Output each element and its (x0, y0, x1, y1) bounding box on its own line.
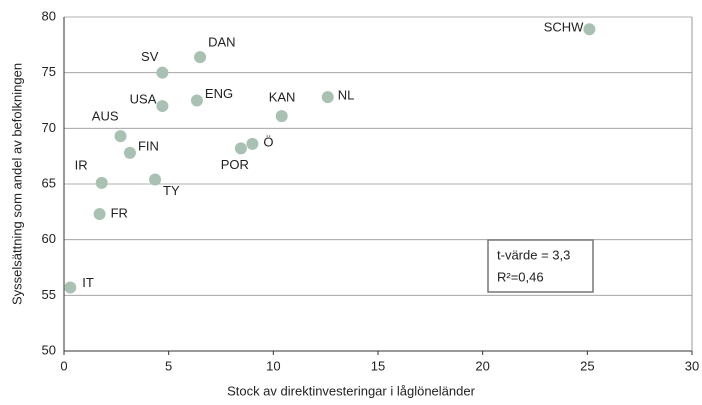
point (93, 208, 106, 221)
point-label: SCHW (544, 20, 584, 35)
point-label: IR (75, 157, 88, 172)
point (149, 173, 162, 186)
y-tick-label: 50 (42, 342, 56, 357)
point (123, 146, 136, 159)
point-label: FIN (138, 138, 159, 153)
point (583, 23, 596, 36)
point (64, 281, 77, 294)
y-tick-label: 60 (42, 231, 56, 246)
point (156, 66, 169, 79)
y-axis-label: Sysselsättning som andel av befolkningen (9, 63, 24, 305)
point-label: NL (338, 88, 355, 103)
x-tick-label: 30 (685, 358, 699, 373)
point (156, 100, 169, 113)
point (321, 91, 334, 104)
point-label: TY (163, 183, 180, 198)
annotation: t-värde = 3,3 (497, 247, 570, 262)
point-label: FR (111, 205, 128, 220)
point-label: SV (141, 49, 159, 64)
point-label: ENG (205, 86, 233, 101)
point-label: IT (82, 275, 94, 290)
y-tick-label: 55 (42, 287, 56, 302)
annotation: R²=0,46 (497, 269, 544, 284)
point-label: Ö (263, 134, 273, 149)
point-label: AUS (92, 109, 119, 124)
point-label: USA (130, 92, 157, 107)
x-tick-label: 0 (60, 358, 67, 373)
x-tick-label: 5 (165, 358, 172, 373)
x-axis-label: Stock av direktinvesteringar i låglönelä… (227, 383, 476, 398)
x-tick-label: 20 (475, 358, 489, 373)
y-tick-label: 70 (42, 120, 56, 135)
y-tick-label: 65 (42, 175, 56, 190)
point (95, 176, 108, 189)
x-tick-label: 25 (580, 358, 594, 373)
annotation-box (487, 239, 594, 293)
x-tick-label: 15 (371, 358, 385, 373)
point (114, 130, 127, 143)
point-label: POR (221, 157, 249, 172)
point (275, 110, 288, 123)
point (246, 137, 259, 150)
y-tick-label: 75 (42, 64, 56, 79)
point (194, 51, 207, 64)
y-tick-label: 80 (42, 8, 56, 23)
point (190, 94, 203, 107)
point-label: KAN (269, 90, 296, 105)
point-label: DAN (208, 35, 235, 50)
point (234, 142, 247, 155)
x-tick-label: 10 (266, 358, 280, 373)
